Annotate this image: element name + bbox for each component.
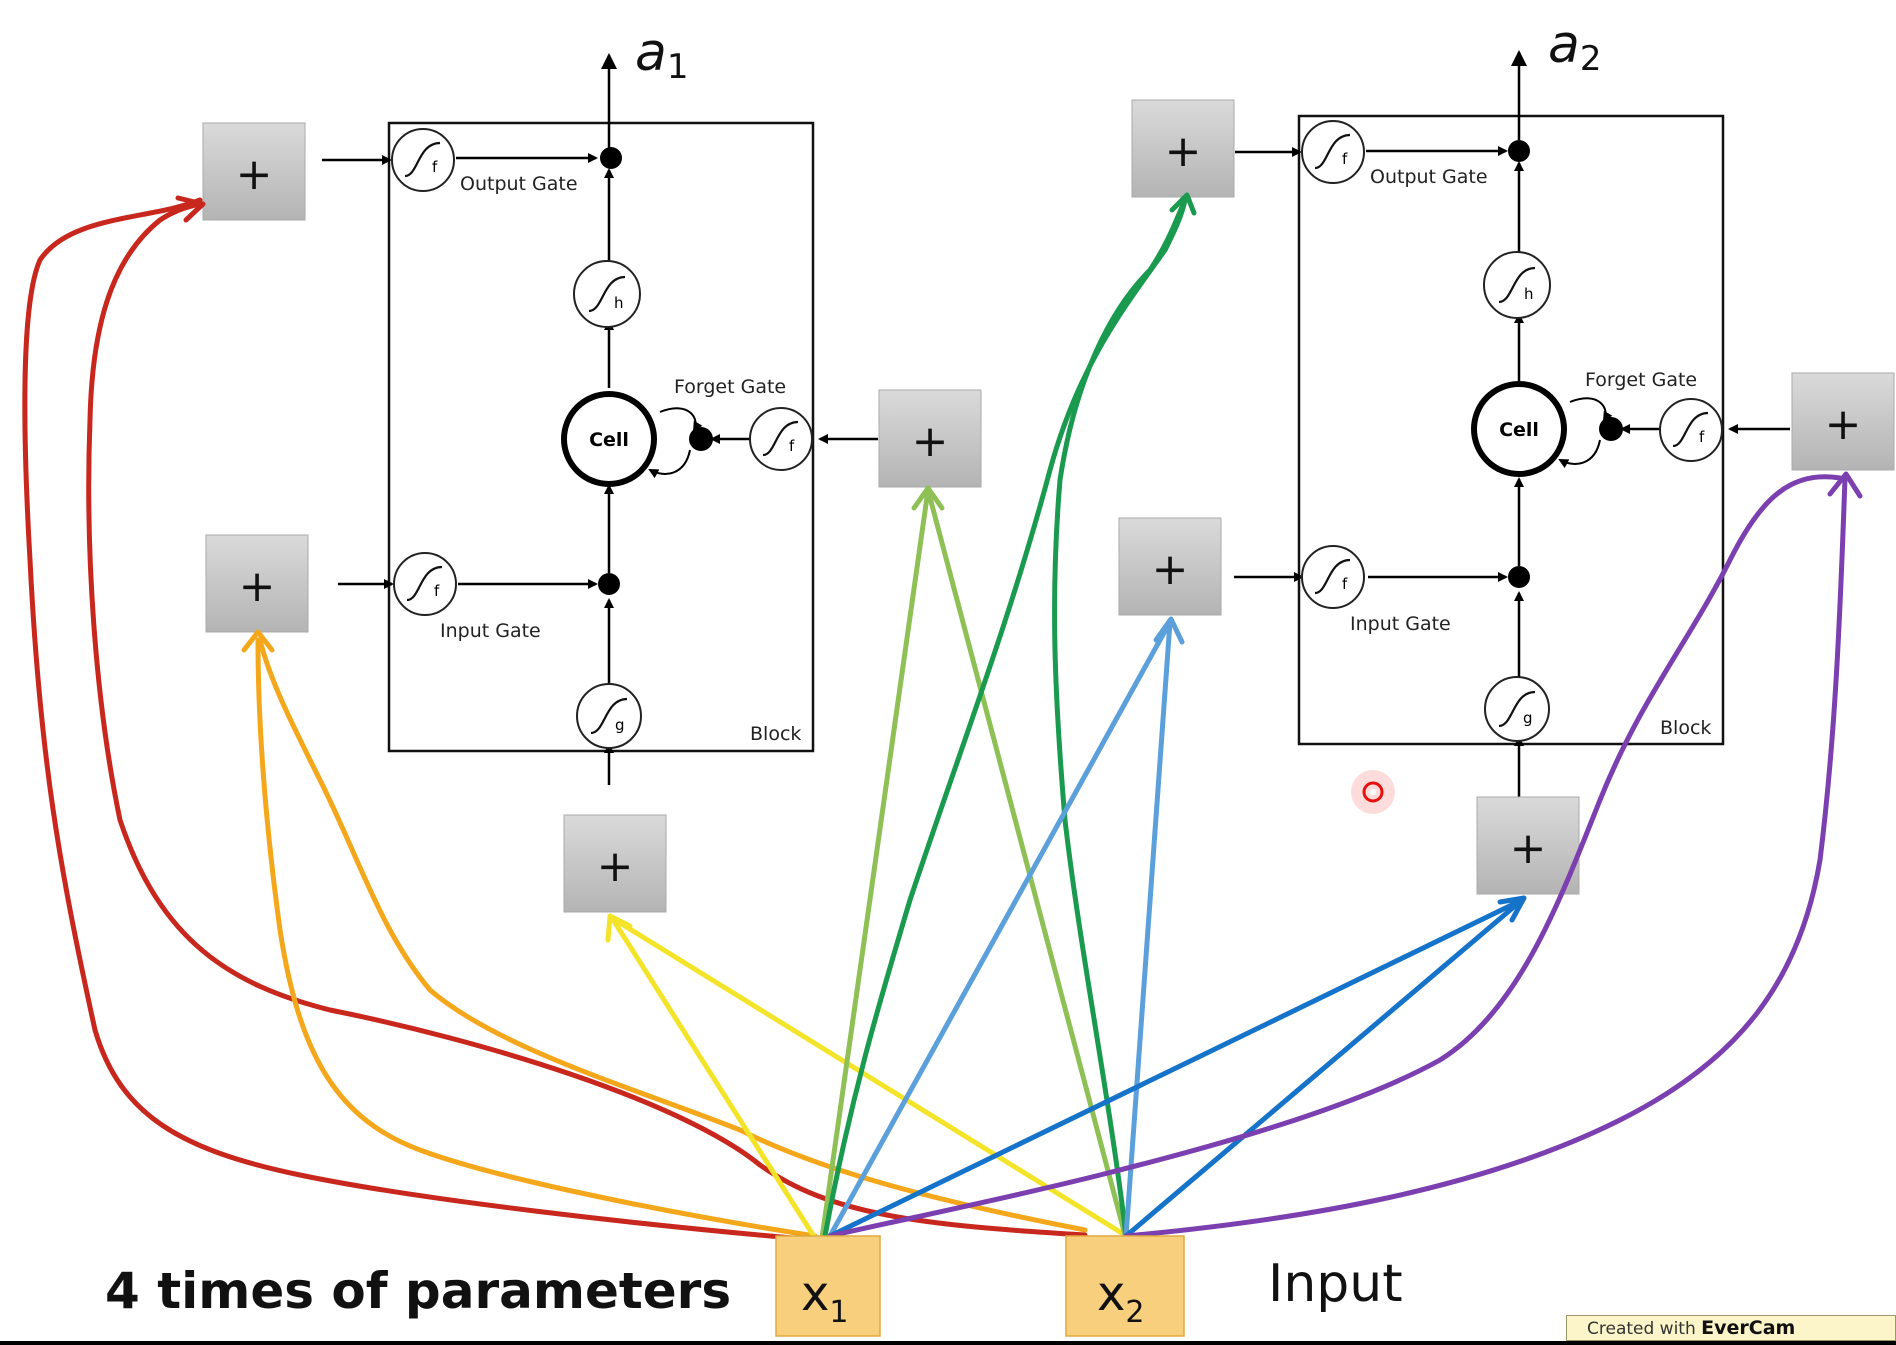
output-gate-sigmoid: f (1301, 120, 1365, 184)
input-gate-label: Input Gate (440, 620, 541, 642)
svg-text:f: f (432, 158, 438, 176)
blue-arrow-x2 (1123, 897, 1525, 1239)
input-box-x2: x2 (1065, 1235, 1185, 1337)
output-multiply-dot (600, 147, 622, 169)
orange-arrow-x2 (257, 637, 1088, 1233)
svg-text:h: h (1524, 285, 1534, 303)
light-green-arrow-x1 (819, 487, 931, 1241)
svg-text:f: f (1699, 428, 1705, 446)
block-label: Block (750, 723, 801, 745)
input-multiply-dot (1508, 566, 1530, 588)
input-label: Input (1268, 1254, 1403, 1314)
input-gate-sigmoid: f (393, 552, 457, 616)
forget-multiply-dot (1599, 417, 1623, 441)
svg-text:+: + (1152, 544, 1189, 595)
output-label-a2: a2 (1548, 15, 1602, 79)
input-gate-label: Input Gate (1350, 613, 1451, 635)
output-label-a1: a1 (635, 23, 689, 87)
red-arrow-x2 (86, 201, 1088, 1238)
g-activation: g (576, 683, 642, 749)
plus-box-input-gate-2: + (1118, 517, 1222, 616)
watermark-prefix: Created with (1587, 1319, 1696, 1339)
light-green-arrow-x2 (925, 487, 1128, 1238)
plus-box-cell-input-1: + (563, 814, 667, 913)
output-gate-label: Output Gate (1370, 166, 1488, 188)
cell-label: Cell (589, 429, 629, 451)
output-multiply-dot (1508, 140, 1530, 162)
svg-text:+: + (239, 561, 276, 612)
dark-green-arrow-x2 (1052, 197, 1188, 1239)
forget-gate-label: Forget Gate (1585, 369, 1697, 391)
svg-text:f: f (789, 437, 795, 455)
svg-text:f: f (1342, 575, 1348, 593)
yellow-arrow-x1 (609, 915, 818, 1241)
yellow-arrow-x2 (609, 915, 1128, 1238)
watermark-brand: EverCam (1701, 1317, 1796, 1339)
connection-arrows (22, 192, 1863, 1243)
h-activation: h (1483, 251, 1551, 319)
purple-arrow-x1 (827, 474, 1843, 1239)
block-label: Block (1660, 717, 1711, 739)
blue-arrow-x1 (827, 897, 1525, 1239)
svg-text:x2: x2 (1097, 1266, 1145, 1330)
input-box-x1: x1 (775, 1235, 881, 1337)
plus-box-output-gate-1: + (202, 122, 306, 221)
plus-box-cell-input-2: + (1476, 796, 1580, 895)
input-multiply-dot (598, 573, 620, 595)
svg-text:x1: x1 (801, 1266, 849, 1330)
h-activation: h (573, 260, 641, 328)
forget-multiply-dot (689, 427, 713, 451)
output-gate-sigmoid: f (391, 128, 455, 192)
light-blue-arrow-x2 (1123, 619, 1173, 1239)
cell-circle (561, 391, 657, 487)
watermark: Created with EverCam (1566, 1315, 1896, 1341)
lstm-block-2: Cell f Output Gate h f Forget Gate f Inp… (1234, 15, 1790, 797)
plus-box-output-gate-2: + (1131, 99, 1235, 198)
block-frame (387, 121, 815, 753)
svg-text:+: + (597, 841, 634, 892)
plus-box-forget-gate-2: + (1791, 372, 1895, 471)
plus-box-forget-gate-1: + (878, 389, 982, 488)
svg-text:+: + (912, 416, 949, 467)
laser-pointer (1351, 770, 1395, 814)
svg-text:+: + (1510, 823, 1547, 874)
svg-text:+: + (1825, 399, 1862, 450)
g-activation: g (1484, 676, 1550, 742)
svg-text:+: + (1165, 126, 1202, 177)
svg-text:g: g (1523, 709, 1533, 727)
lstm-block-1: Cell f Output Gate h f Forget Gate f Inp… (322, 23, 878, 785)
output-gate-label: Output Gate (460, 173, 578, 195)
forget-gate-sigmoid: f (749, 407, 813, 471)
forget-gate-label: Forget Gate (674, 376, 786, 398)
orange-arrow-x1 (255, 637, 818, 1239)
forget-gate-sigmoid: f (1659, 398, 1723, 462)
red-arrow-x1 (22, 197, 818, 1243)
purple-arrow-x2 (1123, 475, 1848, 1239)
cell-circle (1471, 381, 1567, 477)
input-gate-sigmoid: f (1301, 545, 1365, 609)
svg-text:g: g (615, 716, 625, 734)
svg-text:h: h (614, 294, 624, 312)
svg-text:+: + (236, 149, 273, 200)
svg-text:f: f (434, 582, 440, 600)
svg-text:f: f (1342, 150, 1348, 168)
caption: 4 times of parameters (105, 1262, 732, 1320)
cell-label: Cell (1499, 419, 1539, 441)
light-blue-arrow-x1 (827, 619, 1173, 1239)
plus-box-input-gate-1: + (205, 534, 309, 633)
